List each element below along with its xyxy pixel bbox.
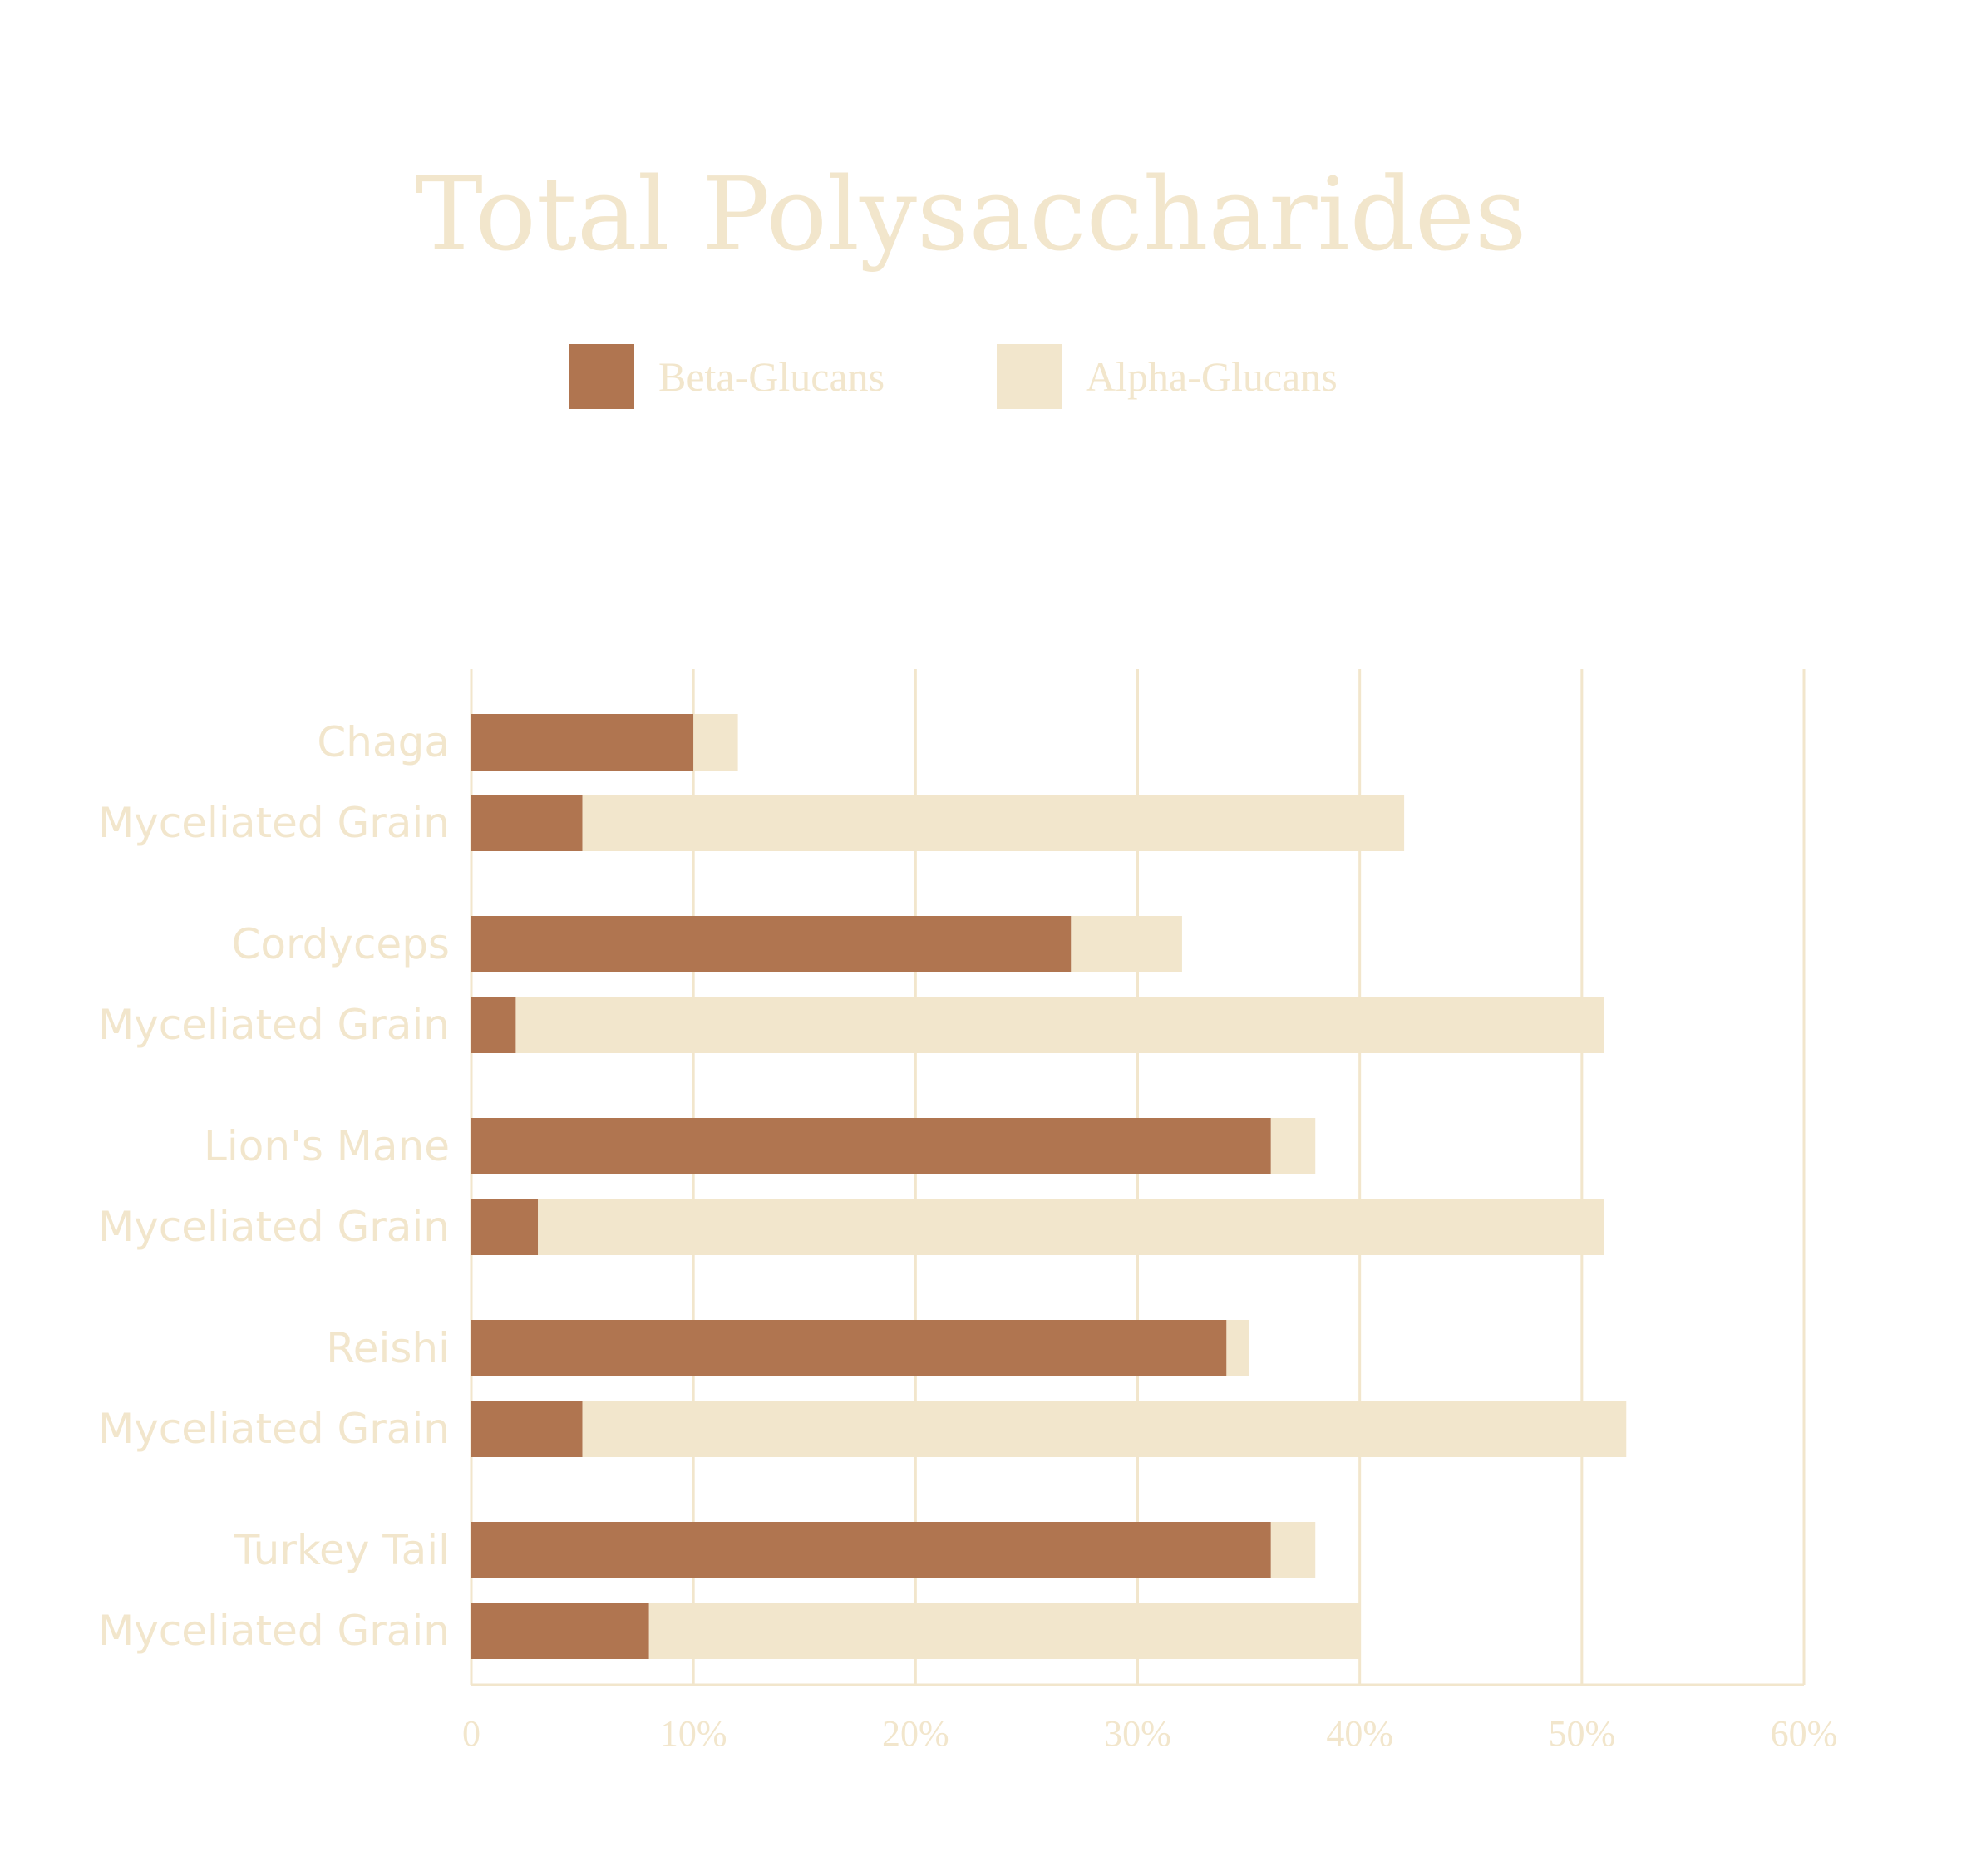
category-label: Myceliated Grain	[98, 1203, 450, 1251]
alpha-glucans-bar	[538, 1199, 1604, 1255]
x-tick-label: 0	[462, 1713, 480, 1754]
beta-glucans-bar	[471, 1118, 1271, 1174]
category-label: Reishi	[326, 1324, 450, 1372]
alpha-glucans-bar	[1270, 1118, 1316, 1174]
alpha-glucans-bar	[515, 997, 1604, 1053]
alpha-glucans-bar	[582, 1401, 1627, 1457]
legend-swatch-beta-glucans	[569, 344, 634, 409]
category-label: Myceliated Grain	[98, 799, 450, 847]
legend: Beta-Glucans Alpha-Glucans	[569, 344, 1338, 409]
beta-glucans-bar	[471, 795, 583, 851]
beta-glucans-bar	[471, 1401, 583, 1457]
category-label: Turkey Tail	[234, 1526, 450, 1574]
category-label: Cordyceps	[231, 920, 450, 968]
alpha-glucans-bar	[1226, 1320, 1249, 1376]
alpha-glucans-bar	[582, 795, 1405, 851]
x-tick-label: 20%	[882, 1713, 949, 1754]
chart-title: Total Polysaccharides	[416, 155, 1527, 273]
category-labels: Chaga Myceliated Grain Cordyceps Myceliated…	[98, 718, 450, 1655]
category-label: Myceliated Grain	[98, 1405, 450, 1453]
legend-label-beta-glucans: Beta-Glucans	[658, 353, 885, 400]
alpha-glucans-bar	[648, 1603, 1360, 1659]
beta-glucans-bar	[471, 1522, 1271, 1578]
x-tick-label: 30%	[1104, 1713, 1171, 1754]
x-tick-label: 10%	[660, 1713, 727, 1754]
beta-glucans-bar	[471, 714, 694, 771]
alpha-glucans-bar	[1071, 916, 1182, 972]
category-label: Myceliated Grain	[98, 1001, 450, 1049]
legend-label-alpha-glucans: Alpha-Glucans	[1086, 353, 1338, 400]
x-axis-ticks: 0 10% 20% 30% 40% 50% 60%	[462, 1713, 1837, 1754]
legend-swatch-alpha-glucans	[997, 344, 1062, 409]
alpha-glucans-bar	[693, 714, 738, 771]
category-label: Myceliated Grain	[98, 1607, 450, 1655]
category-label: Chaga	[317, 718, 450, 766]
beta-glucans-bar	[471, 1320, 1227, 1376]
beta-glucans-bar	[471, 1603, 649, 1659]
x-tick-label: 40%	[1326, 1713, 1393, 1754]
beta-glucans-bar	[471, 916, 1072, 972]
beta-glucans-bar	[471, 1199, 539, 1255]
bars	[471, 714, 1627, 1659]
category-label: Lion's Mane	[204, 1122, 450, 1170]
alpha-glucans-bar	[1270, 1522, 1316, 1578]
x-tick-label: 50%	[1549, 1713, 1616, 1754]
x-tick-label: 60%	[1771, 1713, 1838, 1754]
beta-glucans-bar	[471, 997, 516, 1053]
